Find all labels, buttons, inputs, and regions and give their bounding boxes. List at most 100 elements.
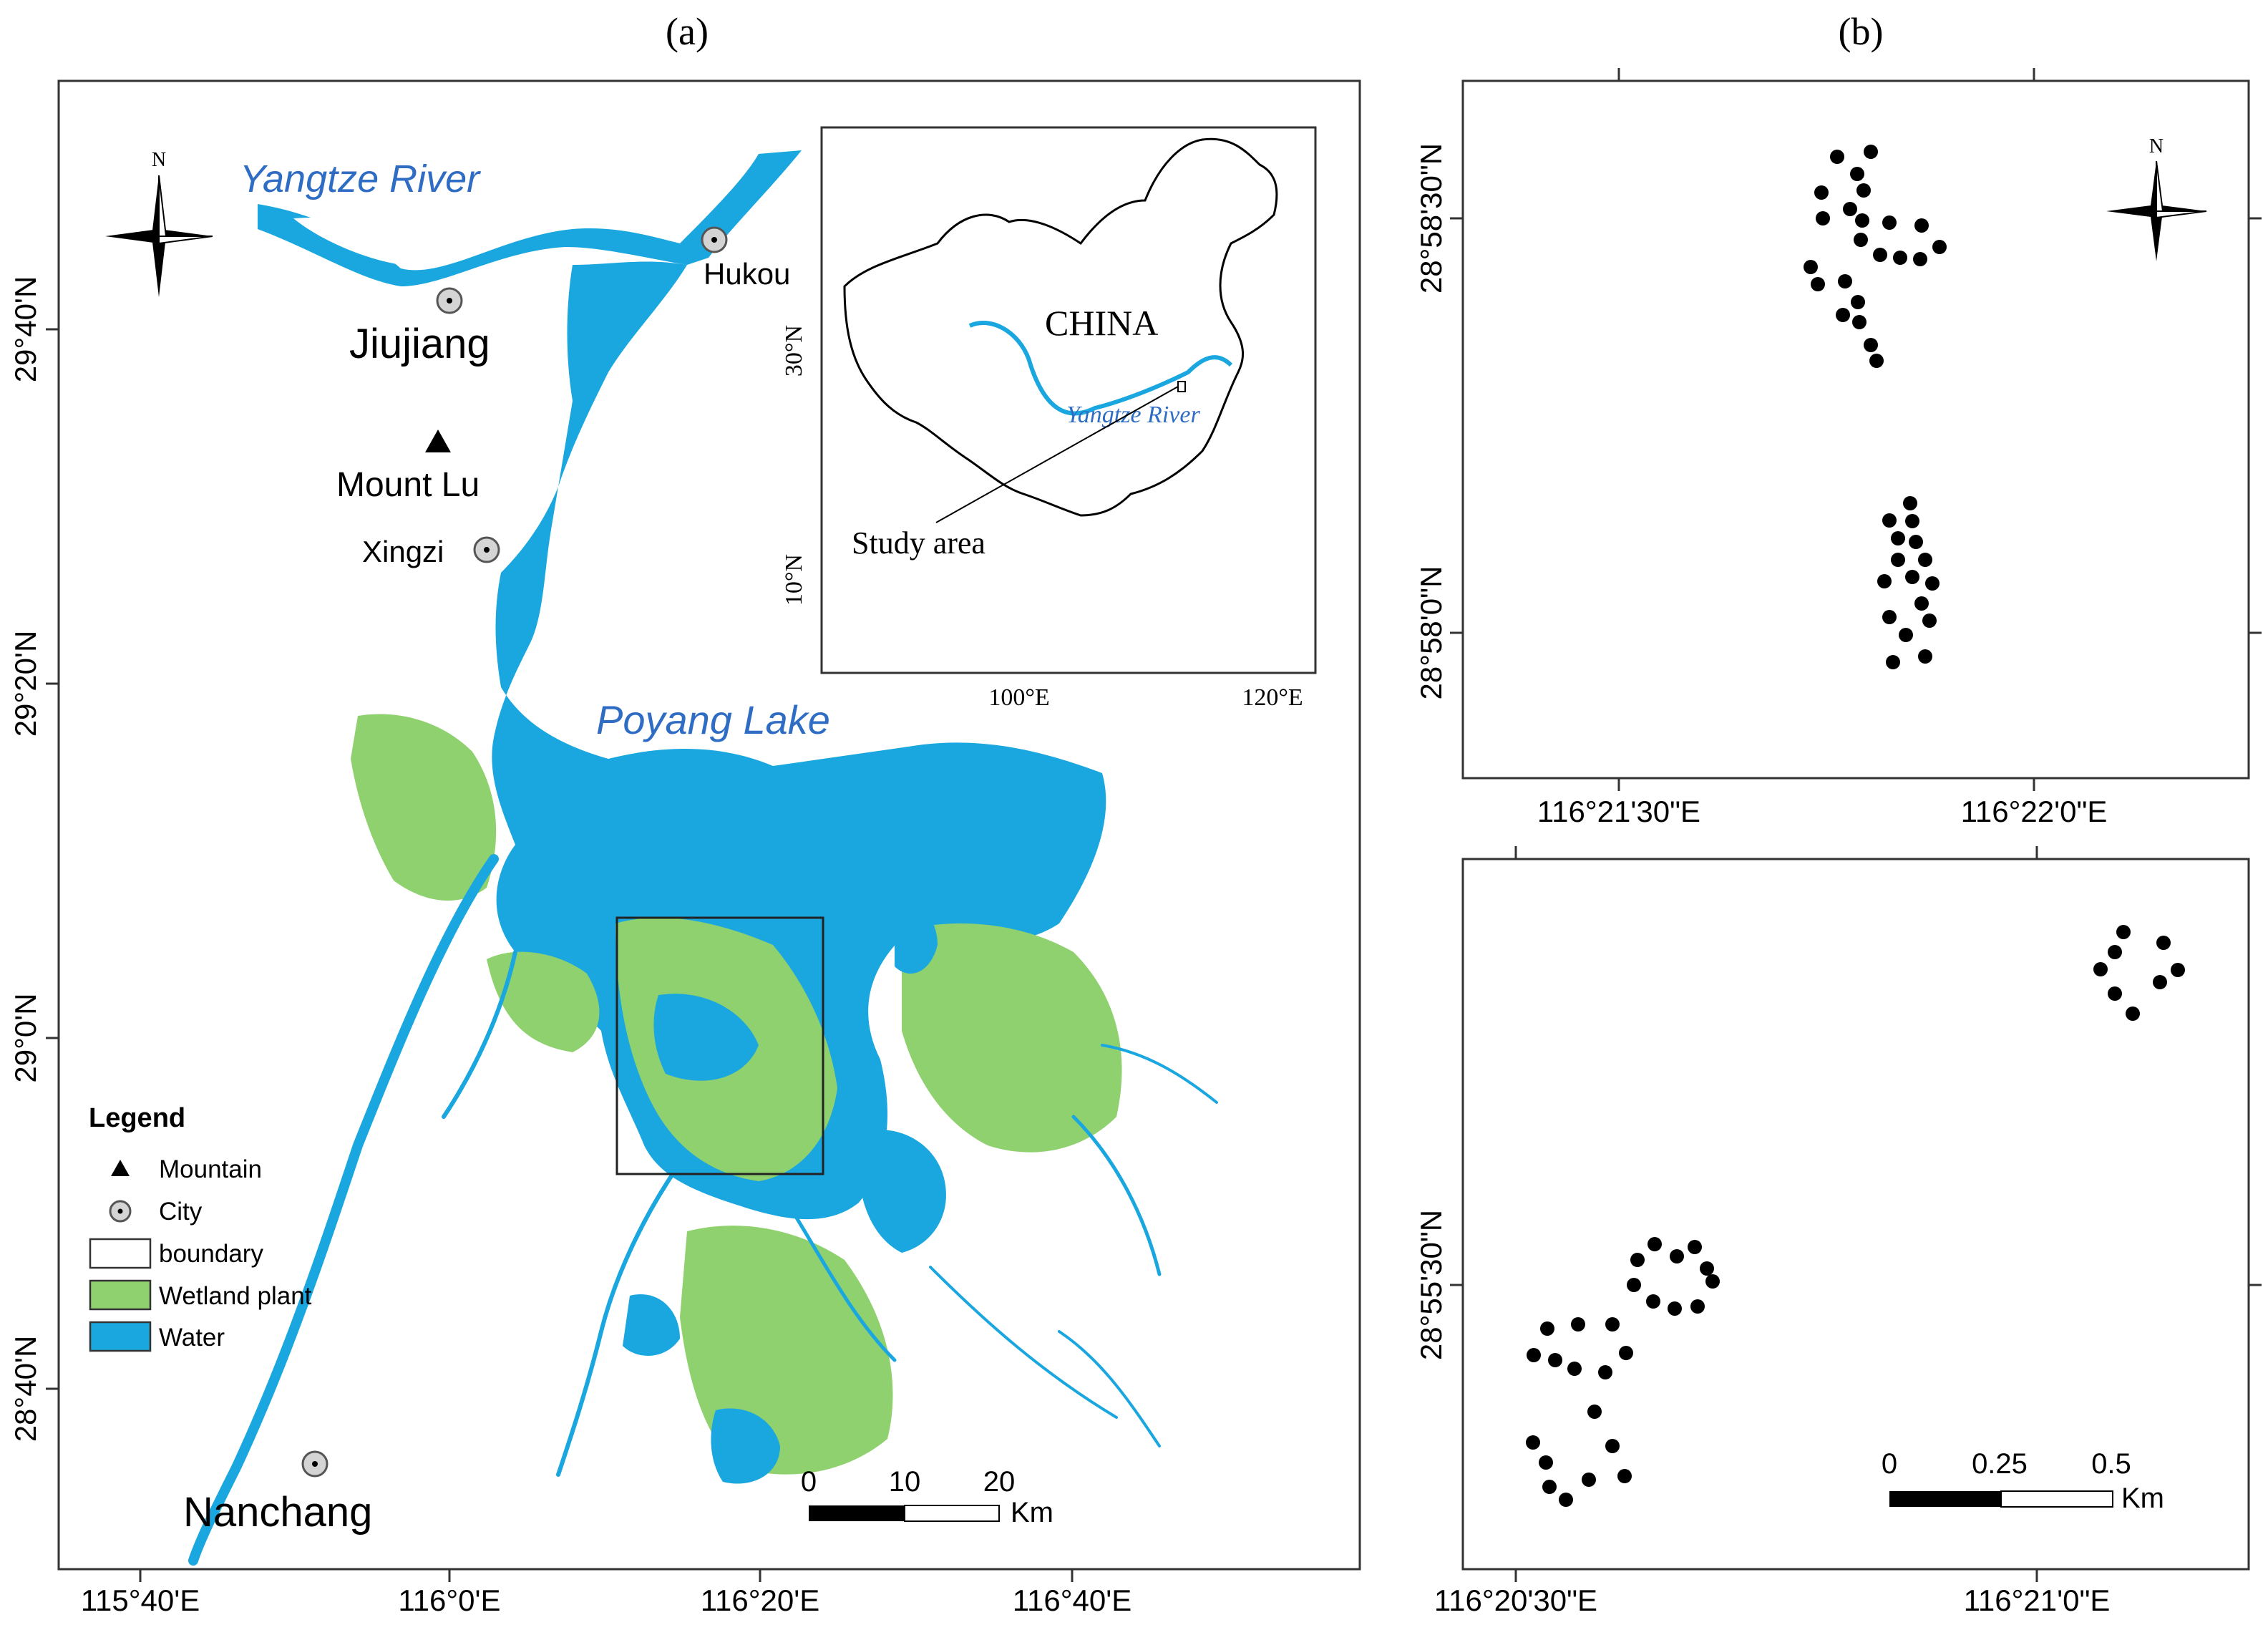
legend-city-dot	[117, 1208, 123, 1214]
north-label: N	[152, 149, 166, 171]
legend-water-swatch	[89, 1321, 152, 1352]
sample-point	[1539, 1455, 1553, 1470]
sample-point	[1891, 553, 1905, 567]
lat-tick-3: 29°0'N	[9, 993, 42, 1082]
water-patch-3	[711, 1408, 780, 1484]
water-patch-2	[859, 1130, 946, 1253]
legend: Legend Mountain City boundary Wetland pl…	[89, 1103, 312, 1352]
sample-point	[1526, 1435, 1540, 1450]
wetland-east	[902, 923, 1122, 1153]
sample-point	[1830, 150, 1844, 164]
sample-point	[1852, 315, 1867, 329]
sample-point	[1903, 496, 1917, 510]
sample-points-top	[1804, 145, 1947, 669]
sample-point	[1882, 610, 1897, 624]
sample-point	[1605, 1317, 1620, 1331]
b-bot-lon-1: 116°20'30"E	[1434, 1583, 1597, 1617]
sample-point	[1559, 1493, 1573, 1507]
poyang-lake-label: Poyang Lake	[596, 697, 830, 742]
scale-black-segment	[809, 1505, 905, 1521]
sample-point	[1869, 354, 1884, 368]
inset-lat-10: 10°N	[781, 554, 807, 606]
legend-title: Legend	[89, 1103, 185, 1133]
sample-point	[1856, 183, 1871, 198]
sample-point	[1914, 218, 1929, 233]
river-island	[293, 215, 558, 265]
scale-tick-10: 10	[889, 1466, 921, 1498]
sample-point	[2108, 945, 2122, 959]
sample-point	[1670, 1249, 1684, 1263]
scale-bar-b: 0 0.25 0.5 Km	[1882, 1448, 2164, 1514]
sample-point	[1705, 1274, 1720, 1289]
city-nanchang: Nanchang	[183, 1450, 372, 1536]
sample-point	[2116, 925, 2131, 939]
scale-b-unit: Km	[2121, 1483, 2164, 1514]
sample-point	[1914, 596, 1929, 611]
china-outline	[843, 137, 1278, 517]
sample-point	[1688, 1240, 1702, 1254]
sample-point	[2171, 963, 2185, 977]
sample-point	[2126, 1006, 2140, 1021]
sample-point	[1582, 1473, 1596, 1487]
sample-point	[1905, 570, 1919, 584]
city-dot	[484, 547, 490, 553]
sample-point	[1864, 338, 1878, 352]
sample-point	[1864, 145, 1878, 159]
hukou-label: Hukou	[704, 257, 790, 291]
city-dot	[711, 237, 717, 243]
xingzi-label: Xingzi	[362, 535, 444, 568]
sample-point	[1918, 649, 1932, 664]
sample-point	[1700, 1261, 1714, 1276]
sample-point	[1567, 1362, 1582, 1376]
sample-point	[1811, 277, 1825, 291]
inset-map: CHINA Yangtze River Study area 30°N 10°N…	[781, 126, 1317, 711]
scale-b-black-segment	[1889, 1491, 2001, 1507]
b-top-lat-2: 28°58'0"N	[1414, 566, 1448, 700]
lon-tick-4: 116°40'E	[1013, 1583, 1132, 1617]
city-jiujiang: Jiujiang	[349, 287, 490, 367]
sample-point	[1542, 1480, 1557, 1494]
north-arrow-icon: N	[2106, 135, 2207, 261]
sample-point	[1627, 1278, 1641, 1292]
scale-bar-a: 0 10 20 Km	[801, 1466, 1053, 1528]
b-bot-lon-2: 116°21'0"E	[1964, 1583, 2111, 1617]
panel-b-top: N 116°21'30"E 116°22'0"E 28°58'30"N 28°5…	[1414, 68, 2262, 828]
inset-lat-30: 30°N	[781, 325, 807, 377]
sample-point	[2153, 975, 2167, 989]
city-hukou: Hukou	[701, 226, 790, 291]
legend-item-wetland: Wetland plant	[159, 1282, 312, 1310]
panel-b-top-frame	[1461, 79, 2250, 780]
city-dot	[447, 298, 452, 304]
panel-b-label: (b)	[1839, 10, 1884, 53]
panel-b-bottom-frame	[1461, 858, 2250, 1571]
b-top-lon-2: 116°22'0"E	[1961, 795, 2108, 828]
sample-point	[1836, 308, 1850, 322]
yangtze-river	[258, 150, 802, 286]
scale-b-tick-0: 0	[1882, 1448, 1897, 1480]
inset-lon-120: 120°E	[1242, 684, 1303, 711]
inset-pointer-line	[935, 386, 1179, 523]
jiujiang-label: Jiujiang	[349, 321, 490, 367]
inset-study-area-label: Study area	[852, 525, 985, 561]
sample-point	[1571, 1317, 1585, 1331]
sample-point	[1851, 295, 1865, 309]
inset-yangtze	[968, 321, 1233, 416]
sample-point	[1922, 613, 1937, 628]
city-dot	[312, 1461, 318, 1467]
scale-tick-20: 20	[983, 1466, 1016, 1498]
sample-point	[1690, 1299, 1705, 1314]
sample-point	[1918, 553, 1932, 567]
sample-point	[1598, 1365, 1612, 1379]
sample-point	[1527, 1348, 1541, 1362]
sample-point	[1882, 215, 1897, 230]
legend-item-boundary: boundary	[159, 1240, 263, 1268]
yangtze-river-label: Yangtze River	[240, 157, 481, 200]
panel-a-ticks	[46, 328, 1074, 1582]
legend-wetland-swatch	[89, 1279, 152, 1311]
sample-point	[1899, 628, 1913, 642]
sample-point	[2156, 936, 2171, 950]
sample-point	[2108, 986, 2122, 1001]
legend-item-water: Water	[159, 1324, 225, 1352]
legend-mountain-icon	[111, 1160, 130, 1176]
